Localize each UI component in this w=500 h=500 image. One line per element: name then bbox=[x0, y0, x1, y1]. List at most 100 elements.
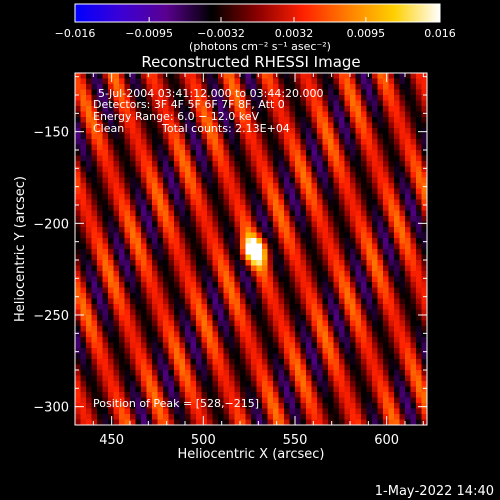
heatmap-cell bbox=[377, 161, 384, 168]
heatmap-cell bbox=[86, 216, 93, 223]
heatmap-cell bbox=[300, 381, 307, 388]
heatmap-cell bbox=[240, 117, 247, 124]
heatmap-cell bbox=[262, 199, 269, 206]
heatmap-cell bbox=[377, 150, 384, 157]
heatmap-cell bbox=[179, 117, 186, 124]
heatmap-cell bbox=[157, 221, 164, 228]
heatmap-cell bbox=[278, 227, 285, 234]
heatmap-cell bbox=[300, 260, 307, 267]
heatmap-cell bbox=[355, 155, 362, 162]
heatmap-cell bbox=[240, 375, 247, 382]
heatmap-cell bbox=[410, 161, 417, 168]
heatmap-cell bbox=[179, 144, 186, 151]
heatmap-cell bbox=[366, 403, 373, 410]
heatmap-cell bbox=[322, 106, 329, 113]
heatmap-cell bbox=[322, 315, 329, 322]
heatmap-cell bbox=[267, 348, 274, 355]
heatmap-cell bbox=[152, 161, 159, 168]
heatmap-cell bbox=[300, 359, 307, 366]
heatmap-cell bbox=[141, 227, 148, 234]
heatmap-cell bbox=[179, 84, 186, 91]
heatmap-cell bbox=[196, 265, 203, 272]
heatmap-cell bbox=[168, 359, 175, 366]
heatmap-cell bbox=[135, 254, 142, 261]
heatmap-cell bbox=[190, 331, 197, 338]
heatmap-cell bbox=[300, 139, 307, 146]
heatmap-cell bbox=[344, 166, 351, 173]
heatmap-cell bbox=[383, 205, 390, 212]
heatmap-cell bbox=[416, 177, 423, 184]
heatmap-cell bbox=[410, 386, 417, 393]
heatmap-cell bbox=[300, 265, 307, 272]
heatmap-cell bbox=[361, 309, 368, 316]
heatmap-cell bbox=[322, 254, 329, 261]
heatmap-cell bbox=[295, 243, 302, 250]
heatmap-cell bbox=[141, 199, 148, 206]
heatmap-cell bbox=[234, 172, 241, 179]
heatmap-cell bbox=[240, 353, 247, 360]
heatmap-cell bbox=[152, 89, 159, 96]
heatmap-cell bbox=[218, 177, 225, 184]
heatmap-cell bbox=[388, 95, 395, 102]
heatmap-cell bbox=[405, 188, 412, 195]
heatmap-cell bbox=[234, 265, 241, 272]
heatmap-cell bbox=[168, 238, 175, 245]
heatmap-cell bbox=[130, 150, 137, 157]
heatmap-cell bbox=[86, 381, 93, 388]
heatmap-cell bbox=[333, 381, 340, 388]
heatmap-cell bbox=[108, 84, 115, 91]
heatmap-cell bbox=[130, 260, 137, 267]
heatmap-cell bbox=[394, 161, 401, 168]
heatmap-cell bbox=[190, 238, 197, 245]
heatmap-cell bbox=[157, 183, 164, 190]
heatmap-cell bbox=[174, 100, 181, 107]
heatmap-cell bbox=[240, 298, 247, 305]
heatmap-cell bbox=[102, 414, 109, 421]
heatmap-cell bbox=[245, 375, 252, 382]
heatmap-cell bbox=[163, 188, 170, 195]
heatmap-cell bbox=[388, 271, 395, 278]
heatmap-cell bbox=[80, 210, 87, 217]
heatmap-cell bbox=[245, 348, 252, 355]
heatmap-cell bbox=[333, 166, 340, 173]
heatmap-cell bbox=[229, 265, 236, 272]
heatmap-cell bbox=[119, 298, 126, 305]
heatmap-cell bbox=[102, 315, 109, 322]
heatmap-cell bbox=[344, 100, 351, 107]
heatmap-cell bbox=[146, 144, 153, 151]
heatmap-cell bbox=[168, 249, 175, 256]
heatmap-cell bbox=[245, 111, 252, 118]
heatmap-cell bbox=[317, 348, 324, 355]
heatmap-cell bbox=[267, 210, 274, 217]
heatmap-cell bbox=[108, 282, 115, 289]
heatmap-cell bbox=[366, 84, 373, 91]
heatmap-cell bbox=[306, 128, 313, 135]
heatmap-cell bbox=[256, 172, 263, 179]
heatmap-cell bbox=[273, 166, 280, 173]
heatmap-cell bbox=[113, 95, 120, 102]
heatmap-cell bbox=[278, 381, 285, 388]
heatmap-cell bbox=[240, 386, 247, 393]
heatmap-cell bbox=[322, 122, 329, 129]
heatmap-cell bbox=[196, 353, 203, 360]
heatmap-cell bbox=[113, 216, 120, 223]
heatmap-cell bbox=[229, 232, 236, 239]
heatmap-cell bbox=[416, 89, 423, 96]
heatmap-cell bbox=[333, 155, 340, 162]
heatmap-cell bbox=[124, 221, 131, 228]
heatmap-cell bbox=[317, 84, 324, 91]
heatmap-cell bbox=[377, 210, 384, 217]
heatmap-cell bbox=[212, 260, 219, 267]
heatmap-cell bbox=[196, 111, 203, 118]
heatmap-cell bbox=[141, 194, 148, 201]
heatmap-cell bbox=[405, 122, 412, 129]
heatmap-cell bbox=[174, 183, 181, 190]
heatmap-cell bbox=[306, 177, 313, 184]
heatmap-cell bbox=[218, 133, 225, 140]
heatmap-cell bbox=[278, 276, 285, 283]
heatmap-cell bbox=[168, 370, 175, 377]
heatmap-cell bbox=[421, 183, 427, 190]
heatmap-cell bbox=[196, 232, 203, 239]
heatmap-cell bbox=[212, 320, 219, 327]
heatmap-cell bbox=[196, 282, 203, 289]
